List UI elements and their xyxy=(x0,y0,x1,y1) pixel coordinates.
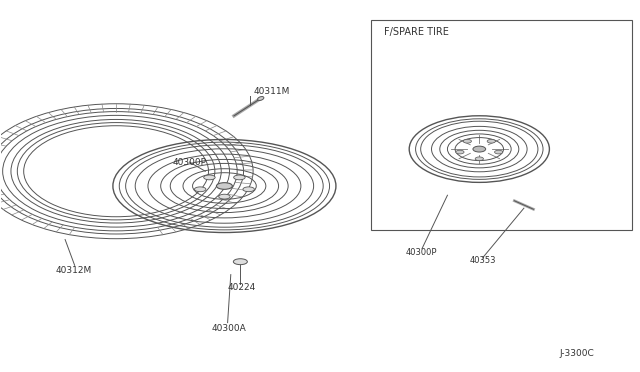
Ellipse shape xyxy=(475,157,483,161)
Text: 40224: 40224 xyxy=(228,283,256,292)
Ellipse shape xyxy=(216,183,232,189)
Text: 40312M: 40312M xyxy=(56,266,92,275)
FancyBboxPatch shape xyxy=(371,20,632,230)
Text: F/SPARE TIRE: F/SPARE TIRE xyxy=(384,27,449,36)
Ellipse shape xyxy=(195,187,206,192)
Ellipse shape xyxy=(456,150,464,154)
Ellipse shape xyxy=(257,97,264,100)
Text: 40300A: 40300A xyxy=(212,324,246,333)
Ellipse shape xyxy=(234,175,245,180)
Ellipse shape xyxy=(473,146,486,152)
Text: 40353: 40353 xyxy=(470,256,496,265)
Ellipse shape xyxy=(463,140,472,143)
Ellipse shape xyxy=(219,194,230,199)
Ellipse shape xyxy=(243,187,254,192)
Text: J-3300C: J-3300C xyxy=(559,349,594,358)
Text: 40300P: 40300P xyxy=(172,157,206,167)
Text: 40311M: 40311M xyxy=(253,87,289,96)
Ellipse shape xyxy=(487,140,495,143)
Text: 40300P: 40300P xyxy=(406,248,438,257)
Ellipse shape xyxy=(495,150,503,154)
Ellipse shape xyxy=(234,259,247,264)
Ellipse shape xyxy=(204,175,215,180)
